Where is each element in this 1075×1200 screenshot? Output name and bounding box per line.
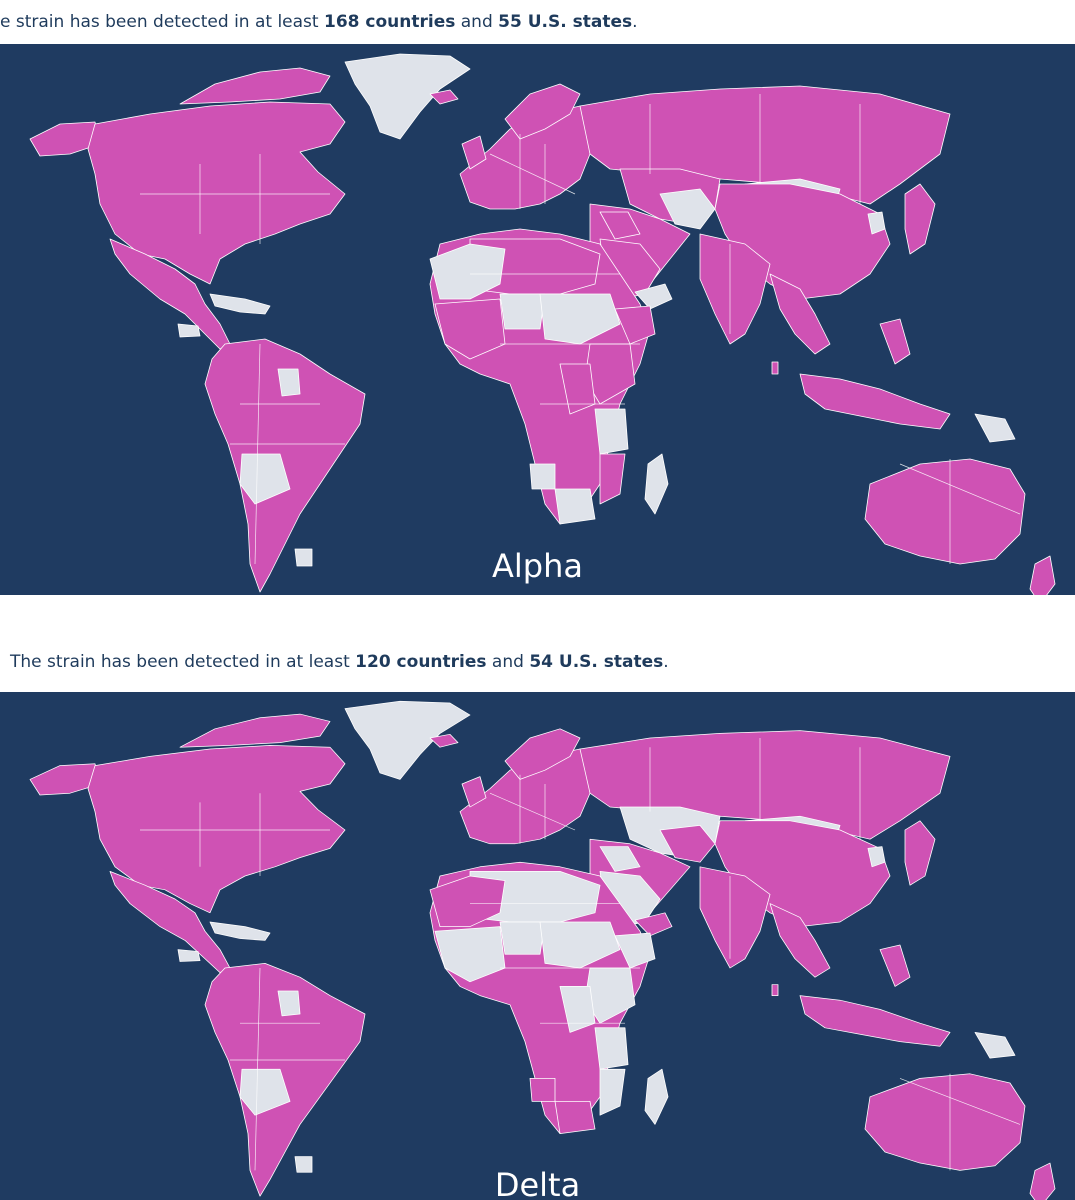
region-philippines xyxy=(879,318,911,365)
region-yemen xyxy=(634,283,673,310)
region-australia xyxy=(864,458,1026,565)
alpha-map-svg xyxy=(29,53,1056,595)
region-south-america xyxy=(204,338,366,593)
region-scandinavia xyxy=(504,728,581,780)
region-iceland xyxy=(429,733,459,748)
region-canada-islands xyxy=(179,67,331,105)
region-central-asia-south xyxy=(659,825,716,863)
map-landmasses xyxy=(29,53,1056,595)
region-uk xyxy=(461,776,487,808)
region-horn xyxy=(614,932,656,969)
region-botswana xyxy=(554,1101,596,1134)
alpha-caption: e strain has been detected in at least 1… xyxy=(0,0,1075,44)
region-mozambique xyxy=(599,453,626,505)
region-honduras xyxy=(177,949,201,962)
region-japan xyxy=(904,183,936,255)
region-horn xyxy=(614,305,656,345)
region-uruguay xyxy=(294,548,313,567)
region-png-east xyxy=(974,1032,1016,1059)
region-guyana xyxy=(277,368,301,397)
region-bolivia xyxy=(239,453,291,505)
region-sri-lanka xyxy=(771,984,779,996)
region-west-sahara xyxy=(429,243,506,300)
region-bolivia xyxy=(239,1068,291,1116)
country-border xyxy=(899,463,1021,515)
country-border xyxy=(254,343,261,565)
region-philippines xyxy=(879,944,911,987)
country-border xyxy=(489,792,576,831)
delta-caption: The strain has been detected in at least… xyxy=(0,640,1075,684)
region-botswana xyxy=(554,488,596,525)
region-niger xyxy=(499,293,546,330)
region-se-asia xyxy=(769,903,831,978)
country-border xyxy=(254,967,261,1171)
alpha-variant-label: Alpha xyxy=(492,547,583,585)
alpha-world-map: Alpha xyxy=(0,44,1075,595)
region-namibia-north xyxy=(529,463,556,490)
region-australia xyxy=(864,1073,1026,1171)
region-cuba-hispaniola xyxy=(209,293,271,315)
region-iceland xyxy=(429,89,459,105)
region-mozambique xyxy=(599,1068,626,1116)
alpha-map-panel: e strain has been detected in at least 1… xyxy=(0,0,1075,595)
alpha-countries-count: 168 countries xyxy=(324,12,456,32)
region-indonesia xyxy=(799,373,951,430)
region-png-east xyxy=(974,413,1016,443)
region-cuba-hispaniola xyxy=(209,921,271,941)
region-india xyxy=(699,866,771,969)
region-canada-islands xyxy=(179,713,331,748)
delta-map-panel: The strain has been detected in at least… xyxy=(0,640,1075,1200)
region-west-africa xyxy=(434,926,506,983)
region-south-america xyxy=(204,963,366,1197)
region-central-asia-south xyxy=(659,188,716,230)
delta-states-count: 54 U.S. states xyxy=(529,652,664,672)
region-uruguay xyxy=(294,1156,313,1173)
region-korea-north xyxy=(867,211,886,235)
region-yemen xyxy=(634,912,673,937)
region-west-sahara xyxy=(429,875,506,927)
region-greenland xyxy=(344,53,471,140)
delta-map-svg xyxy=(29,700,1056,1200)
country-border xyxy=(489,153,576,195)
region-new-zealand xyxy=(1029,1162,1056,1200)
region-north-america xyxy=(87,744,346,914)
region-tanzania xyxy=(594,408,629,455)
region-indonesia xyxy=(799,995,951,1047)
region-sudan-chad xyxy=(539,293,621,345)
region-madagascar xyxy=(644,453,669,515)
region-se-asia xyxy=(769,273,831,355)
delta-world-map: Delta xyxy=(0,692,1075,1200)
region-madagascar xyxy=(644,1068,669,1125)
delta-countries-count: 120 countries xyxy=(355,652,487,672)
region-iraq-syria xyxy=(599,211,641,240)
map-landmasses xyxy=(29,700,1056,1200)
alpha-states-count: 55 U.S. states xyxy=(498,12,633,32)
delta-variant-label: Delta xyxy=(494,1166,581,1200)
region-japan xyxy=(904,820,936,886)
region-honduras xyxy=(177,323,201,338)
region-greenland xyxy=(344,700,471,780)
region-iraq-syria xyxy=(599,846,641,872)
region-niger xyxy=(499,921,546,955)
region-scandinavia xyxy=(504,83,581,140)
region-new-zealand xyxy=(1029,555,1056,595)
country-border xyxy=(899,1078,1021,1125)
region-sri-lanka xyxy=(771,361,779,375)
region-west-africa xyxy=(434,298,506,360)
region-korea-north xyxy=(867,846,886,868)
region-sudan-chad xyxy=(539,921,621,969)
region-india xyxy=(699,233,771,345)
region-guyana xyxy=(277,990,301,1017)
region-namibia-north xyxy=(529,1078,556,1102)
region-north-america xyxy=(87,101,346,285)
region-tanzania xyxy=(594,1027,629,1070)
region-uk xyxy=(461,135,487,170)
